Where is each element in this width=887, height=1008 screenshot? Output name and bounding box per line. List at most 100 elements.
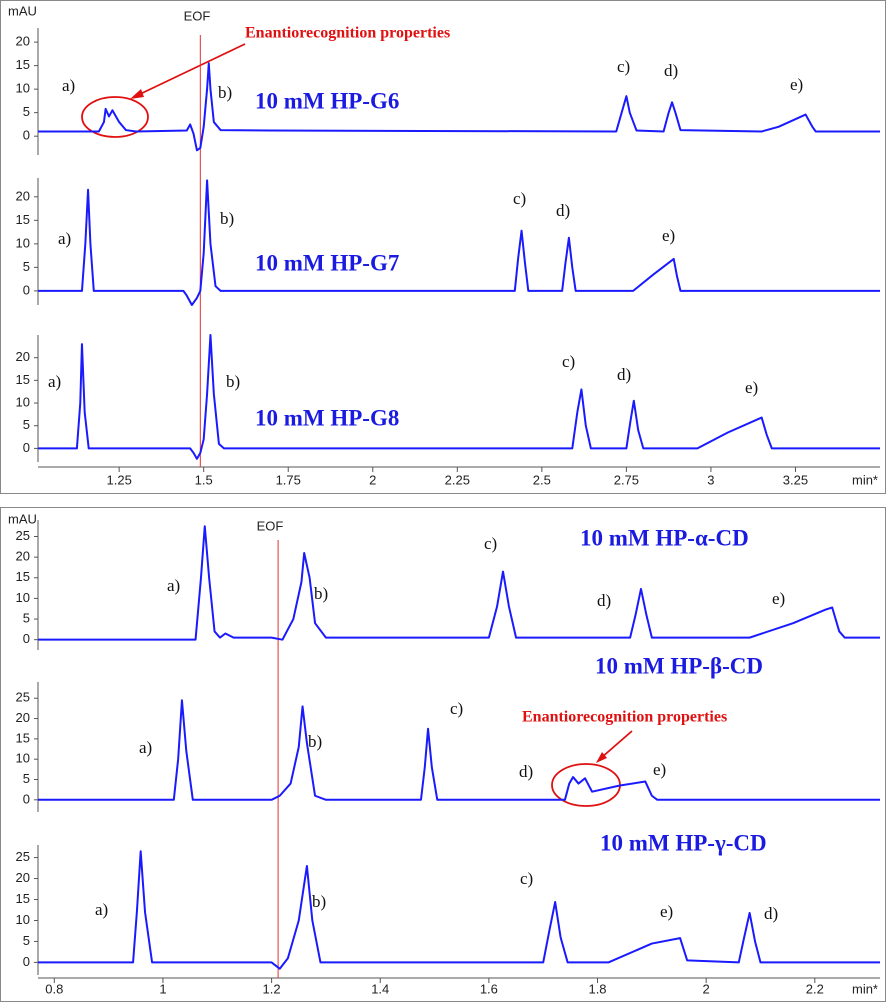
arrow xyxy=(600,730,633,759)
y-tick-label: 5 xyxy=(23,104,30,119)
y-tick-label: 0 xyxy=(23,128,30,143)
y-tick-label: 20 xyxy=(16,710,30,725)
peak-label: b) xyxy=(308,732,322,751)
y-tick-label: 5 xyxy=(23,610,30,625)
y-tick-label: 15 xyxy=(16,730,30,745)
x-tick-label: 2.25 xyxy=(445,472,470,487)
trace xyxy=(38,334,880,460)
peak-label: a) xyxy=(95,900,108,919)
trace-name: 10 mM HP-γ-CD xyxy=(600,830,767,855)
peak-label: a) xyxy=(62,76,75,95)
y-tick-label: 5 xyxy=(23,771,30,786)
peak-label: e) xyxy=(772,589,785,608)
y-tick-label: 15 xyxy=(16,57,30,72)
y-tick-label: 10 xyxy=(16,912,30,927)
trace xyxy=(38,62,880,152)
peak-label: b) xyxy=(220,209,234,228)
trace-name: 10 mM HP-α-CD xyxy=(580,525,749,550)
peak-label: c) xyxy=(520,869,533,888)
y-tick-label: 5 xyxy=(23,933,30,948)
trace xyxy=(38,699,880,801)
peak-label: d) xyxy=(519,762,533,781)
x-tick-label: 2.75 xyxy=(614,472,639,487)
arrow-head xyxy=(130,89,144,99)
peak-label: b) xyxy=(218,83,232,102)
y-tick-label: 15 xyxy=(16,212,30,227)
x-tick-label: 3 xyxy=(707,472,714,487)
y-tick-label: 25 xyxy=(16,690,30,705)
y-tick-label: 0 xyxy=(23,954,30,969)
y-tick-label: 0 xyxy=(23,282,30,297)
peak-label: b) xyxy=(226,372,240,391)
peak-label: c) xyxy=(450,699,463,718)
y-axis-label: mAU xyxy=(8,511,37,526)
peak-label: a) xyxy=(58,229,71,248)
peak-label: c) xyxy=(513,189,526,208)
y-tick-label: 20 xyxy=(16,549,30,564)
x-tick-label: 1.25 xyxy=(107,472,132,487)
x-tick-label: 2.5 xyxy=(533,472,551,487)
highlight-ellipse xyxy=(81,96,149,138)
peak-label: a) xyxy=(48,372,61,391)
panel-frame xyxy=(0,0,886,494)
y-tick-label: 20 xyxy=(16,188,30,203)
annotation: Enantiorecognition properties xyxy=(245,25,450,42)
eof-label: EOF xyxy=(184,8,211,23)
y-tick-label: 10 xyxy=(16,394,30,409)
peak-label: d) xyxy=(664,61,678,80)
y-tick-label: 5 xyxy=(23,417,30,432)
y-tick-label: 20 xyxy=(16,870,30,885)
peak-label: b) xyxy=(314,584,328,603)
peak-label: e) xyxy=(653,760,666,779)
peak-label: d) xyxy=(597,591,611,610)
x-axis-label: min* xyxy=(852,981,878,996)
x-tick-label: 1.6 xyxy=(480,981,498,996)
y-tick-label: 25 xyxy=(16,528,30,543)
peak-label: e) xyxy=(790,75,803,94)
y-tick-label: 0 xyxy=(23,631,30,646)
y-tick-label: 15 xyxy=(16,569,30,584)
trace-name: 10 mM HP-β-CD xyxy=(595,653,763,678)
x-tick-label: 0.8 xyxy=(45,981,63,996)
peak-label: d) xyxy=(764,904,778,923)
x-tick-label: 1.2 xyxy=(263,981,281,996)
panel-frame xyxy=(0,507,886,1002)
trace xyxy=(38,179,880,306)
peak-label: c) xyxy=(617,57,630,76)
x-axis-label: min* xyxy=(852,472,878,487)
peak-label: d) xyxy=(556,201,570,220)
peak-label: b) xyxy=(312,892,326,911)
trace-name: 10 mM HP-G7 xyxy=(255,250,399,275)
trace-name: 10 mM HP-G8 xyxy=(255,405,399,430)
eof-label: EOF xyxy=(257,518,284,533)
peak-label: a) xyxy=(167,576,180,595)
arrow xyxy=(135,43,246,97)
x-tick-label: 1 xyxy=(159,981,166,996)
peak-label: e) xyxy=(745,378,758,397)
y-tick-label: 20 xyxy=(16,34,30,49)
peak-label: e) xyxy=(660,902,673,921)
x-tick-label: 2.2 xyxy=(806,981,824,996)
y-tick-label: 10 xyxy=(16,81,30,96)
peak-label: a) xyxy=(139,738,152,757)
y-tick-label: 10 xyxy=(16,751,30,766)
y-tick-label: 5 xyxy=(23,259,30,274)
y-tick-label: 0 xyxy=(23,791,30,806)
peak-label: d) xyxy=(617,365,631,384)
y-tick-label: 10 xyxy=(16,590,30,605)
y-axis-label: mAU xyxy=(8,3,37,18)
y-tick-label: 0 xyxy=(23,440,30,455)
x-tick-label: 2 xyxy=(369,472,376,487)
y-tick-label: 15 xyxy=(16,891,30,906)
x-tick-label: 1.4 xyxy=(371,981,389,996)
trace xyxy=(38,850,880,970)
x-tick-label: 1.8 xyxy=(588,981,606,996)
arrow-head xyxy=(596,752,607,763)
y-tick-label: 10 xyxy=(16,235,30,250)
y-tick-label: 15 xyxy=(16,372,30,387)
trace xyxy=(38,525,880,641)
x-tick-label: 1.5 xyxy=(195,472,213,487)
annotation: Enantiorecognition properties xyxy=(522,709,727,726)
peak-label: e) xyxy=(662,226,675,245)
